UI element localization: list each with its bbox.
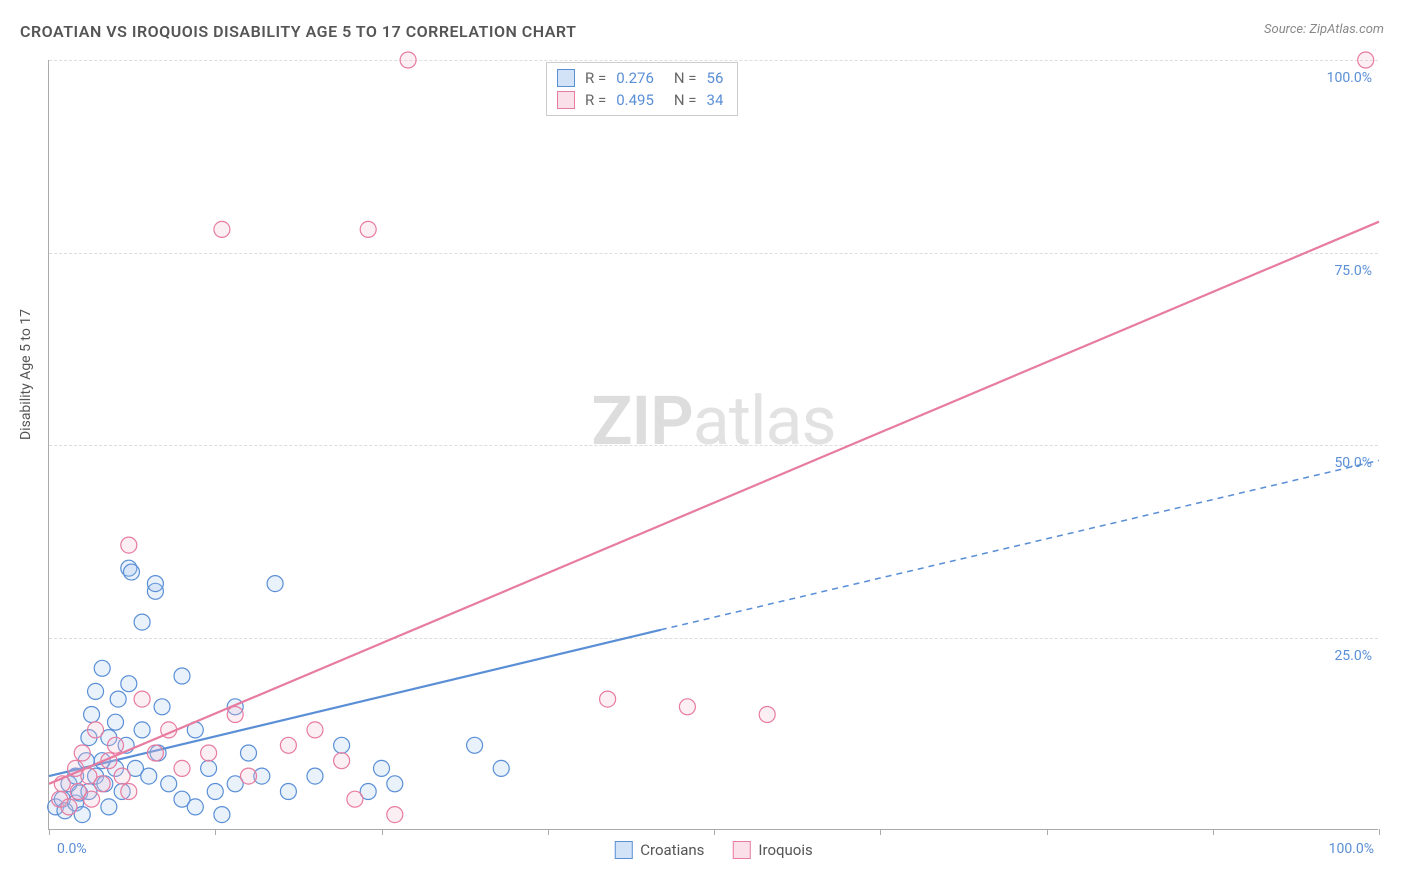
- data-point: [600, 691, 616, 707]
- data-point: [387, 807, 403, 823]
- stat-r-value: 0.495: [616, 89, 654, 111]
- stat-r-label: R =: [585, 67, 606, 89]
- x-tick: [880, 829, 881, 835]
- data-point: [759, 707, 775, 723]
- data-point: [467, 737, 483, 753]
- data-point: [307, 768, 323, 784]
- stat-r-value: 0.276: [616, 67, 654, 89]
- data-point: [101, 799, 117, 815]
- data-point: [94, 776, 110, 792]
- chart-container: CROATIAN VS IROQUOIS DISABILITY AGE 5 TO…: [0, 0, 1406, 892]
- stat-n-value: 56: [707, 67, 724, 89]
- stat-r-label: R =: [585, 89, 606, 111]
- data-point: [387, 776, 403, 792]
- data-point: [147, 576, 163, 592]
- data-point: [134, 691, 150, 707]
- data-point: [88, 722, 104, 738]
- data-point: [108, 737, 124, 753]
- stat-n-label: N =: [674, 89, 697, 111]
- data-point: [123, 564, 139, 580]
- x-tick: [49, 829, 50, 835]
- stat-n-value: 34: [707, 89, 724, 111]
- data-point: [241, 745, 257, 761]
- x-tick: [1213, 829, 1214, 835]
- data-point: [241, 768, 257, 784]
- data-point: [679, 699, 695, 715]
- data-point: [147, 745, 163, 761]
- stat-n-label: N =: [674, 67, 697, 89]
- data-point: [334, 737, 350, 753]
- x-tick: [1047, 829, 1048, 835]
- stats-row: R = 0.276 N = 56: [557, 67, 723, 89]
- x-tick: [382, 829, 383, 835]
- data-point: [307, 722, 323, 738]
- x-tick: [714, 829, 715, 835]
- legend-item: Croatians: [614, 841, 704, 859]
- scatter-svg: [49, 60, 1379, 830]
- x-tick-label: 100.0%: [1329, 841, 1374, 857]
- data-point: [161, 776, 177, 792]
- data-point: [134, 614, 150, 630]
- y-axis-label: Disability Age 5 to 17: [18, 309, 34, 440]
- data-point: [187, 799, 203, 815]
- series-legend: Croatians Iroquois: [614, 841, 812, 859]
- data-point: [134, 722, 150, 738]
- data-point: [201, 760, 217, 776]
- data-point: [267, 576, 283, 592]
- data-point: [74, 745, 90, 761]
- data-point: [84, 791, 100, 807]
- trend-line: [49, 222, 1379, 784]
- stats-legend: R = 0.276 N = 56 R = 0.495 N = 34: [546, 62, 738, 116]
- stats-row: R = 0.495 N = 34: [557, 89, 723, 111]
- x-tick: [1379, 829, 1380, 835]
- data-point: [493, 760, 509, 776]
- data-point: [360, 221, 376, 237]
- data-point: [207, 784, 223, 800]
- data-point: [400, 52, 416, 68]
- legend-label: Iroquois: [758, 841, 812, 859]
- chart-title: CROATIAN VS IROQUOIS DISABILITY AGE 5 TO…: [20, 22, 576, 41]
- data-point: [154, 699, 170, 715]
- data-point: [334, 753, 350, 769]
- data-point: [201, 745, 217, 761]
- data-point: [84, 707, 100, 723]
- data-point: [1358, 52, 1374, 68]
- plot-area: ZIPatlas 25.0%50.0%75.0%100.0% R =0.276N…: [48, 60, 1378, 830]
- data-point: [114, 768, 130, 784]
- legend-swatch: [614, 841, 632, 859]
- data-point: [280, 737, 296, 753]
- data-point: [227, 707, 243, 723]
- data-point: [121, 537, 137, 553]
- legend-label: Croatians: [640, 841, 704, 859]
- data-point: [374, 760, 390, 776]
- legend-swatch: [557, 91, 575, 109]
- data-point: [214, 807, 230, 823]
- data-point: [347, 791, 363, 807]
- legend-swatch: [732, 841, 750, 859]
- x-tick-label: 0.0%: [57, 841, 87, 857]
- data-point: [121, 784, 137, 800]
- x-tick: [548, 829, 549, 835]
- data-point: [61, 799, 77, 815]
- data-point: [174, 668, 190, 684]
- data-point: [141, 768, 157, 784]
- x-tick: [215, 829, 216, 835]
- data-point: [94, 660, 110, 676]
- trend-line-extrapolated: [661, 460, 1379, 629]
- data-point: [121, 676, 137, 692]
- source-attribution: Source: ZipAtlas.com: [1264, 22, 1384, 37]
- data-point: [108, 714, 124, 730]
- data-point: [214, 221, 230, 237]
- data-point: [174, 760, 190, 776]
- legend-item: Iroquois: [732, 841, 812, 859]
- data-point: [280, 784, 296, 800]
- data-point: [88, 683, 104, 699]
- data-point: [110, 691, 126, 707]
- legend-swatch: [557, 69, 575, 87]
